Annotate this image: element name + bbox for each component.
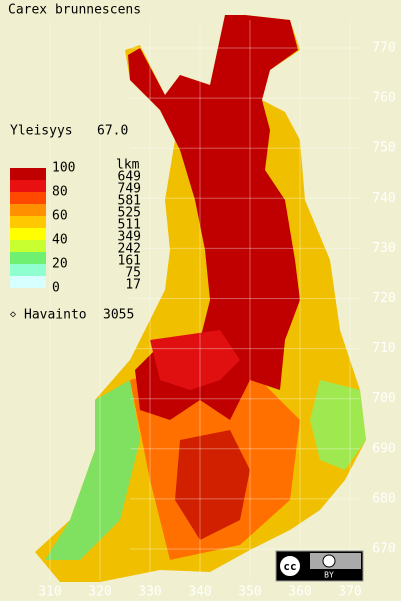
count-header: lkm	[116, 158, 140, 173]
east-green	[310, 380, 366, 470]
count-label: 349	[118, 230, 141, 245]
by-icon	[322, 554, 336, 568]
count-label: 649	[118, 170, 141, 185]
count-label: 581	[118, 194, 141, 209]
count-label: 749	[118, 182, 141, 197]
north-coordinate: 670	[372, 542, 395, 557]
legend-swatch	[10, 192, 46, 204]
north-coordinate: 760	[372, 91, 395, 106]
legend-swatch	[10, 204, 46, 216]
scale-label: 100	[52, 161, 75, 176]
north-coordinate: 770	[372, 41, 395, 56]
east-coordinate: 310	[38, 585, 61, 600]
count-label: 242	[118, 242, 141, 257]
north-coordinate: 680	[372, 491, 395, 506]
central-red	[150, 330, 240, 390]
observation-label: Havainto	[24, 308, 87, 323]
scale-label: 40	[52, 233, 68, 248]
legend-swatch	[10, 168, 46, 180]
legend-swatch	[10, 276, 46, 288]
scale-label: 0	[52, 281, 60, 296]
observation-count: 3055	[103, 308, 134, 323]
east-coordinate: 350	[238, 585, 261, 600]
east-coordinate: 340	[188, 585, 211, 600]
frequency-value: 67.0	[97, 124, 128, 139]
legend-swatch	[10, 216, 46, 228]
north-red	[128, 15, 300, 420]
by-text: BY	[324, 571, 334, 580]
license-badge: cc BY	[275, 550, 364, 582]
count-label: 525	[118, 206, 141, 221]
north-coordinate: 720	[372, 291, 395, 306]
legend-swatch	[10, 252, 46, 264]
east-coordinate: 330	[138, 585, 161, 600]
legend-swatch	[10, 180, 46, 192]
count-label: 511	[118, 218, 141, 233]
count-label: 17	[125, 278, 141, 293]
north-coordinate: 740	[372, 191, 395, 206]
title: Carex brunnescens	[8, 3, 141, 18]
north-coordinate: 700	[372, 391, 395, 406]
cc-text: cc	[283, 560, 296, 573]
observation-marker: ◇	[10, 309, 16, 320]
count-label: 75	[125, 266, 141, 281]
south-west-green	[45, 380, 140, 560]
east-coordinate: 360	[288, 585, 311, 600]
grid-lines	[49, 20, 360, 580]
south-red	[175, 430, 250, 540]
cc-circle	[278, 554, 302, 578]
north-coordinate: 750	[372, 141, 395, 156]
north-coordinate: 710	[372, 341, 395, 356]
east-coordinate: 370	[338, 585, 361, 600]
scale-label: 20	[52, 257, 68, 272]
frequency-label: Yleisyys	[10, 124, 73, 139]
east-coordinate: 320	[88, 585, 111, 600]
north-coordinate: 690	[372, 441, 395, 456]
north-coordinate: 730	[372, 241, 395, 256]
count-label: 161	[118, 254, 141, 269]
legend-swatch	[10, 228, 46, 240]
map	[35, 15, 366, 582]
scale-label: 60	[52, 209, 68, 224]
legend-swatch	[10, 240, 46, 252]
scale-label: 80	[52, 185, 68, 200]
legend-swatch	[10, 264, 46, 276]
